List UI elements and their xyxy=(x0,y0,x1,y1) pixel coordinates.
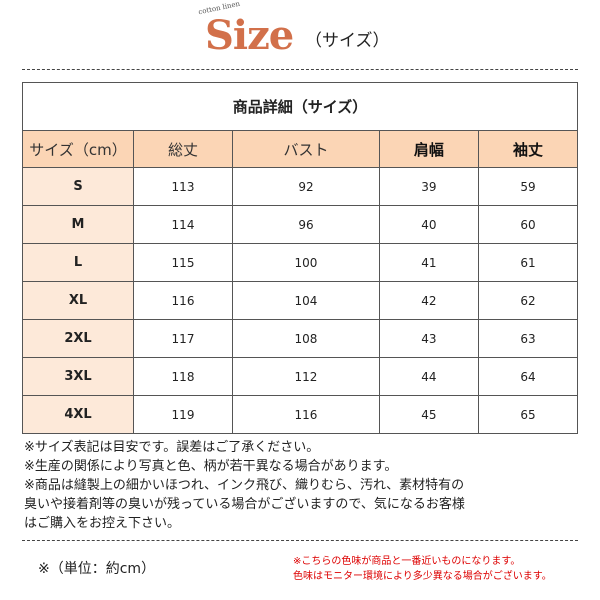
note-line: はご購入をお控え下さい。 xyxy=(24,516,181,531)
table-cell: 42 xyxy=(378,281,479,320)
table-cell: 117 xyxy=(132,319,234,358)
table-cell: 112 xyxy=(232,357,380,396)
table-cell: 63 xyxy=(477,319,579,358)
table-cell: 64 xyxy=(477,357,579,396)
color-note-line: 色味はモニター環境により多少異なる場合がございます。 xyxy=(293,571,552,582)
table-cell: 39 xyxy=(378,167,479,206)
size-label: M xyxy=(22,205,134,244)
table-cell: 108 xyxy=(232,319,380,358)
size-table: 商品詳細（サイズ） サイズ（cm） 総丈 バスト 肩幅 袖丈 S 113 92 39 5… xyxy=(22,82,579,434)
notes: ※サイズ表記は目安です。誤差はご了承ください。 ※生産の関係により写真と色、柄が… xyxy=(24,438,465,533)
column-header: バスト xyxy=(232,130,380,168)
column-header: 肩幅 xyxy=(378,130,479,168)
table-cell: 45 xyxy=(378,395,479,434)
note-line: ※生産の関係により写真と色、柄が若干異なる場合があります。 xyxy=(24,459,398,474)
table-cell: 65 xyxy=(477,395,579,434)
table-title: 商品詳細（サイズ） xyxy=(22,82,578,131)
table-cell: 96 xyxy=(232,205,380,244)
table-cell: 44 xyxy=(378,357,479,396)
table-cell: 100 xyxy=(232,243,380,282)
size-label: 2XL xyxy=(22,319,134,358)
column-header: 袖丈 xyxy=(477,130,579,168)
table-row: 3XL 118 112 44 64 xyxy=(22,357,579,396)
column-header: 総丈 xyxy=(132,130,234,168)
size-label: S xyxy=(22,167,134,206)
table-cell: 116 xyxy=(132,281,234,320)
table-cell: 115 xyxy=(132,243,234,282)
size-label: 3XL xyxy=(22,357,134,396)
table-cell: 41 xyxy=(378,243,479,282)
table-cell: 113 xyxy=(132,167,234,206)
table-header-row: サイズ（cm） 総丈 バスト 肩幅 袖丈 xyxy=(22,130,579,168)
column-header: サイズ（cm） xyxy=(22,130,134,168)
table-cell: 116 xyxy=(232,395,380,434)
table-row: M 114 96 40 60 xyxy=(22,205,579,244)
unit-note: ※（単位：約cm） xyxy=(38,561,156,577)
table-cell: 62 xyxy=(477,281,579,320)
table-cell: 104 xyxy=(232,281,380,320)
size-label: L xyxy=(22,243,134,282)
size-logo: Size xyxy=(205,12,294,59)
table-row: 4XL 119 116 45 65 xyxy=(22,395,579,434)
table-cell: 92 xyxy=(232,167,380,206)
note-line: 臭いや接着剤等の臭いが残っている場合がございますので、気になるお客様 xyxy=(24,497,465,512)
divider xyxy=(22,69,578,70)
note-line: ※サイズ表記は目安です。誤差はご了承ください。 xyxy=(24,440,320,455)
note-line: ※商品は縫製上の細かいほつれ、インク飛び、織りむら、汚れ、素材特有の xyxy=(24,478,465,493)
table-cell: 40 xyxy=(378,205,479,244)
table-cell: 59 xyxy=(477,167,579,206)
size-label: XL xyxy=(22,281,134,320)
color-note-line: ※こちらの色味が商品と一番近いものになります。 xyxy=(293,556,521,567)
table-cell: 114 xyxy=(132,205,234,244)
divider xyxy=(22,540,578,541)
table-cell: 118 xyxy=(132,357,234,396)
table-row: XL 116 104 42 62 xyxy=(22,281,579,320)
table-cell: 60 xyxy=(477,205,579,244)
table-cell: 61 xyxy=(477,243,579,282)
size-logo-jp: （サイズ） xyxy=(305,31,390,51)
table-row: 2XL 117 108 43 63 xyxy=(22,319,579,358)
table-row: L 115 100 41 61 xyxy=(22,243,579,282)
table-cell: 43 xyxy=(378,319,479,358)
table-row: S 113 92 39 59 xyxy=(22,167,579,206)
color-notes: ※こちらの色味が商品と一番近いものになります。 色味はモニター環境により多少異な… xyxy=(293,554,552,584)
table-cell: 119 xyxy=(132,395,234,434)
size-label: 4XL xyxy=(22,395,134,434)
